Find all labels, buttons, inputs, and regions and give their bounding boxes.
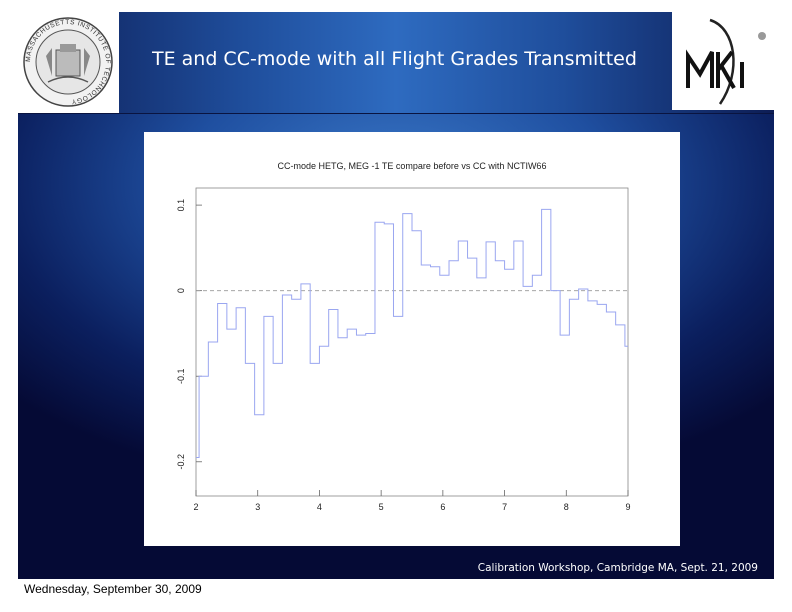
header-band — [18, 12, 774, 114]
mki-logo — [672, 12, 774, 110]
series-step-line — [196, 208, 628, 458]
date-stamp: Wednesday, September 30, 2009 — [24, 582, 202, 596]
y-tick-label: 0 — [176, 288, 186, 293]
mit-seal-icon: MASSACHUSETTS INSTITUTE OF TECHNOLOGY — [23, 17, 113, 107]
header-divider — [18, 113, 774, 114]
x-tick-label: 3 — [255, 502, 260, 512]
x-tick-label: 6 — [440, 502, 445, 512]
x-tick-label: 5 — [379, 502, 384, 512]
y-tick-label: -0.2 — [176, 454, 186, 470]
slide-title: TE and CC-mode with all Flight Grades Tr… — [152, 48, 637, 70]
slide: MASSACHUSETTS INSTITUTE OF TECHNOLOGY TE… — [18, 12, 774, 579]
mki-logo-icon — [686, 18, 766, 105]
plot-panel: CC-mode HETG, MEG -1 TE compare before v… — [144, 132, 680, 546]
chart-title: CC-mode HETG, MEG -1 TE compare before v… — [278, 161, 547, 171]
x-tick-label: 7 — [502, 502, 507, 512]
y-tick-label: -0.1 — [176, 368, 186, 384]
y-axis: -0.2 -0.1 0 0.1 — [176, 199, 202, 470]
y-tick-label: 0.1 — [176, 199, 186, 212]
x-tick-label: 8 — [564, 502, 569, 512]
step-chart: CC-mode HETG, MEG -1 TE compare before v… — [176, 161, 631, 512]
footer-caption: Calibration Workshop, Cambridge MA, Sept… — [477, 562, 758, 574]
plot-frame — [195, 187, 629, 497]
x-tick-label: 9 — [625, 502, 630, 512]
x-tick-label: 4 — [317, 502, 322, 512]
x-tick-label: 2 — [193, 502, 198, 512]
mit-seal: MASSACHUSETTS INSTITUTE OF TECHNOLOGY — [18, 12, 119, 113]
x-axis: 2 3 4 5 6 7 8 9 — [193, 490, 631, 512]
